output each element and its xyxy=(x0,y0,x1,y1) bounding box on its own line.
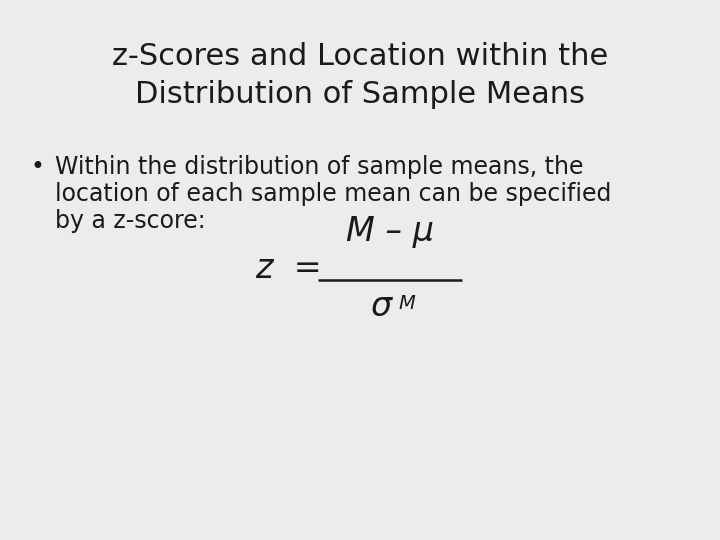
Text: by a z-score:: by a z-score: xyxy=(55,209,206,233)
Text: M – μ: M – μ xyxy=(346,215,434,248)
Text: •: • xyxy=(30,155,44,179)
Text: σ: σ xyxy=(372,290,392,323)
Text: M: M xyxy=(398,294,415,313)
Text: location of each sample mean can be specified: location of each sample mean can be spec… xyxy=(55,182,611,206)
Text: z  =: z = xyxy=(255,252,322,285)
Text: Within the distribution of sample means, the: Within the distribution of sample means,… xyxy=(55,155,583,179)
Text: Distribution of Sample Means: Distribution of Sample Means xyxy=(135,80,585,109)
Text: z-Scores and Location within the: z-Scores and Location within the xyxy=(112,42,608,71)
